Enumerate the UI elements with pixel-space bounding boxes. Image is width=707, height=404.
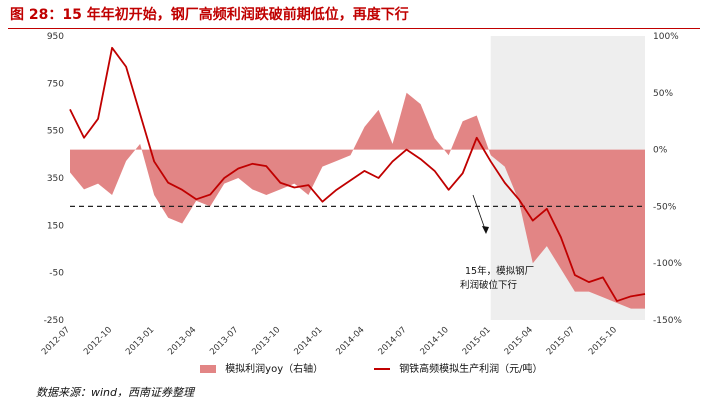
profit-line	[69, 46, 646, 302]
x-tick-label: 2013-10	[250, 325, 282, 357]
yoy-area	[70, 92, 645, 309]
left-tick-label: 750	[47, 79, 64, 89]
left-tick-label: 350	[47, 174, 64, 184]
x-tick-label: 2015-01	[461, 325, 493, 357]
x-tick-label: 2012-10	[82, 325, 114, 357]
annotation-line-2: 利润破位下行	[460, 279, 518, 291]
legend-line: 钢铁高频模拟生产利润（元/吨）	[374, 360, 543, 375]
right-tick-label: 0%	[653, 146, 668, 156]
legend-label-area: 模拟利润yoy（右轴）	[225, 364, 324, 375]
legend-swatch-area	[200, 365, 216, 373]
annotation-line-1: 15年，模拟钢厂	[465, 265, 534, 277]
x-tick-label: 2014-01	[292, 325, 324, 357]
left-tick-label: 950	[47, 32, 64, 42]
chart-title: 图 28：15 年年初开始，钢厂高频利润跌破前期低位，再度下行	[10, 7, 409, 23]
annotation-arrowhead	[482, 226, 489, 234]
right-tick-label: -100%	[653, 259, 682, 269]
x-tick-label: 2013-01	[124, 325, 156, 357]
right-tick-label: -150%	[653, 316, 682, 326]
left-tick-label: 550	[47, 127, 64, 137]
legend-swatch-line	[374, 368, 390, 370]
left-tick-label: -250	[44, 316, 65, 326]
right-tick-label: -50%	[653, 202, 677, 212]
x-tick-label: 2014-10	[419, 325, 451, 357]
source-note: 数据来源：wind，西南证券整理	[36, 386, 195, 399]
x-tick-label: 2015-10	[587, 325, 619, 357]
x-tick-label: 2012-07	[40, 325, 72, 357]
x-tick-label: 2014-04	[334, 325, 366, 357]
legend-label-line: 钢铁高频模拟生产利润（元/吨）	[399, 364, 543, 375]
legend: 模拟利润yoy（右轴）	[200, 360, 323, 375]
right-tick-label: 50%	[653, 89, 673, 99]
x-tick-label: 2013-07	[208, 325, 240, 357]
left-tick-label: 150	[47, 221, 64, 231]
title-rule	[8, 28, 700, 29]
left-tick-label: -50	[49, 269, 64, 279]
x-tick-label: 2013-04	[166, 325, 198, 357]
annotation-arrow	[472, 194, 487, 233]
x-tick-label: 2015-07	[545, 325, 577, 357]
x-tick-label: 2014-07	[377, 325, 409, 357]
right-tick-label: 100%	[653, 32, 679, 42]
x-tick-label: 2015-04	[503, 325, 535, 357]
